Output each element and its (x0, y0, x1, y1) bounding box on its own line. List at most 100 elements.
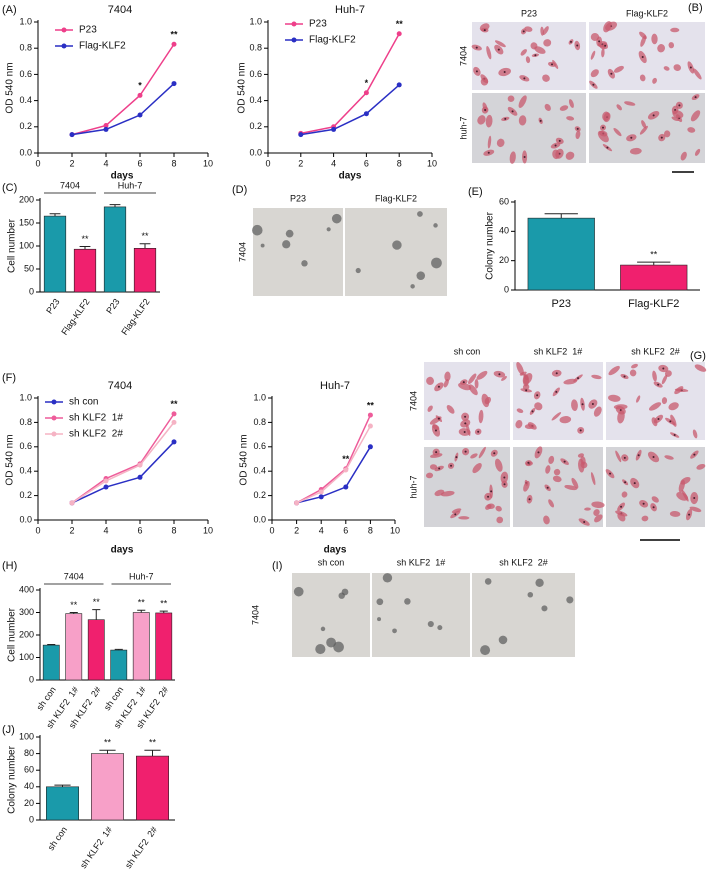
nucleus (642, 502, 645, 505)
data-point (363, 90, 369, 96)
cell (652, 370, 657, 382)
cell (470, 453, 478, 459)
chart: (E) Colony number 0 20 40 60 P23 Flag-KLF2 ** (468, 186, 700, 310)
x-tick-label: sh KLF2 2# (123, 825, 159, 870)
nucleus (620, 505, 623, 508)
group-label: Huh-7 (118, 180, 143, 190)
y-tick-label: 300 (19, 607, 34, 617)
chart: Huh-7 OD 540 nm 0.0 0.2 0.4 0.6 0.8 1.0 0 2 4 6 8 10 d… (239, 380, 400, 556)
annotation: * (365, 78, 369, 88)
colony (377, 617, 382, 622)
cell (426, 376, 434, 385)
cell (668, 42, 675, 49)
cell (472, 463, 482, 474)
annotation: ** (81, 234, 89, 244)
nucleus (581, 403, 584, 406)
y-tick-label: 50 (24, 263, 34, 273)
nucleus (503, 70, 506, 73)
y-axis-label: Cell number (7, 218, 18, 273)
colony (301, 260, 308, 267)
cell (676, 491, 689, 501)
bar (136, 755, 170, 821)
data-point (367, 423, 373, 429)
data-point (396, 82, 402, 88)
legend-marker (51, 399, 57, 405)
colony (315, 643, 326, 655)
cell (486, 46, 492, 60)
panel-label: (I) (272, 560, 282, 572)
cell (534, 46, 546, 54)
y-axis-label: OD 540 nm (237, 62, 248, 113)
nucleus (528, 498, 531, 501)
image-panel: (D) P23 Flag-KLF2 7404 (232, 184, 447, 296)
y-tick-label: 0.6 (249, 69, 262, 79)
x-tick-label: 2 (294, 525, 299, 535)
cell (524, 26, 533, 32)
column-label: sh con (318, 557, 345, 567)
cell (615, 450, 622, 463)
nucleus (652, 455, 655, 458)
error-bar (49, 213, 61, 217)
nucleus (537, 451, 540, 454)
y-tick-label: 100 (19, 731, 34, 741)
cell (629, 369, 637, 377)
cell (543, 39, 552, 47)
nucleus (475, 46, 478, 49)
cell (591, 501, 605, 509)
y-tick-label: 80 (24, 748, 34, 758)
y-tick-label: 40 (24, 781, 34, 791)
x-tick-label: P23 (551, 298, 571, 310)
cell (523, 372, 533, 385)
cell (640, 35, 647, 47)
data-point (137, 474, 143, 480)
colony (498, 635, 508, 645)
y-tick-label: 0.2 (19, 121, 32, 131)
cell (571, 477, 579, 489)
nucleus (602, 126, 605, 129)
series-line (296, 425, 372, 504)
data-point (69, 132, 75, 138)
nucleus (678, 104, 681, 107)
cell (494, 40, 506, 48)
cell (617, 410, 625, 424)
cell (696, 463, 706, 470)
nucleus (487, 495, 490, 498)
cell (591, 374, 602, 380)
data-point (331, 126, 337, 132)
colony (355, 267, 361, 274)
x-tick-label: sh con (102, 685, 125, 712)
cell (680, 151, 687, 161)
cell (593, 406, 602, 417)
nucleus (570, 40, 573, 43)
y-tick-label: 1.0 (19, 16, 32, 26)
cell (543, 515, 550, 525)
nucleus (583, 521, 586, 524)
data-point (343, 484, 349, 490)
nucleus (493, 452, 496, 455)
data-point (69, 500, 75, 506)
cell (545, 465, 551, 474)
row-label: huh-7 (408, 475, 418, 498)
cell (518, 95, 527, 108)
nucleus (531, 410, 534, 413)
data-point (171, 439, 177, 445)
column-label: Flag-KLF2 (375, 193, 417, 203)
row-label: 7404 (237, 242, 247, 262)
nucleus (464, 450, 467, 453)
nucleus (455, 456, 458, 459)
y-tick-label: 0.2 (249, 121, 262, 131)
cell (671, 116, 680, 122)
cell (663, 66, 670, 71)
nucleus (484, 109, 487, 112)
cell (566, 116, 575, 121)
y-tick-label: 0.6 (19, 69, 32, 79)
cell (520, 49, 527, 56)
chart: (J) Colony number 0 20 40 60 80 100 sh con sh KLF… (2, 724, 175, 870)
nucleus (662, 367, 665, 370)
data-point (137, 462, 143, 468)
chart-title: Huh-7 (335, 4, 365, 16)
cell (518, 115, 527, 126)
data-point (171, 411, 177, 417)
colony (416, 271, 426, 280)
